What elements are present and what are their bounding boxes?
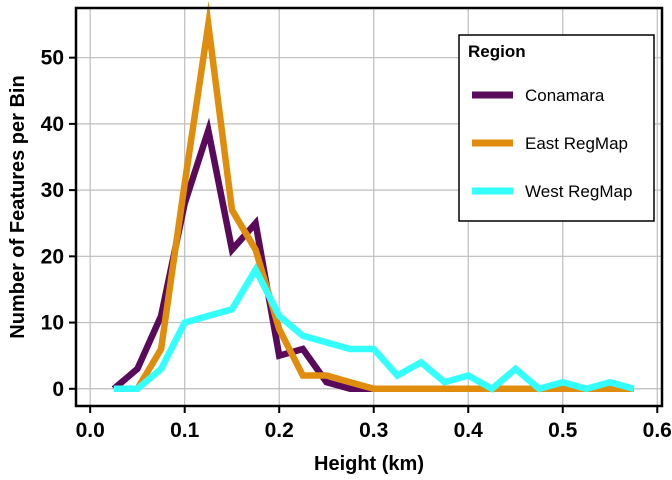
x-tick-label: 0.6	[643, 419, 672, 442]
series-line-west-regmap	[113, 262, 635, 393]
y-tick-label: 20	[41, 245, 64, 268]
x-axis-title: Height (km)	[314, 453, 424, 475]
x-tick-label: 0.1	[170, 419, 200, 442]
y-axis-title: Number of Features per Bin	[7, 75, 29, 338]
legend-label: East RegMap	[525, 134, 628, 153]
y-axis: 0 10 20 30 40 50	[41, 47, 76, 401]
legend-items: Conamara East RegMap West RegMap	[472, 86, 632, 201]
legend-label: West RegMap	[525, 182, 632, 201]
legend: Region Conamara East RegMap West RegMap	[458, 34, 655, 222]
series-layer	[111, 0, 635, 393]
y-tick-label: 40	[41, 113, 64, 136]
x-tick-label: 0.5	[548, 419, 578, 442]
y-tick-label: 0	[52, 378, 64, 401]
legend-label: Conamara	[525, 86, 605, 105]
x-tick-label: 0.2	[265, 419, 294, 442]
x-tick-label: 0.3	[359, 419, 388, 442]
legend-title: Region	[468, 42, 526, 61]
x-tick-label: 0.0	[76, 419, 105, 442]
y-tick-label: 50	[41, 47, 64, 70]
x-axis: 0.0 0.1 0.2 0.3 0.4 0.5 0.6	[76, 406, 672, 442]
y-tick-label: 30	[41, 179, 64, 202]
x-tick-label: 0.4	[454, 419, 484, 442]
plot-frame	[74, 6, 664, 408]
y-tick-label: 10	[41, 312, 64, 335]
